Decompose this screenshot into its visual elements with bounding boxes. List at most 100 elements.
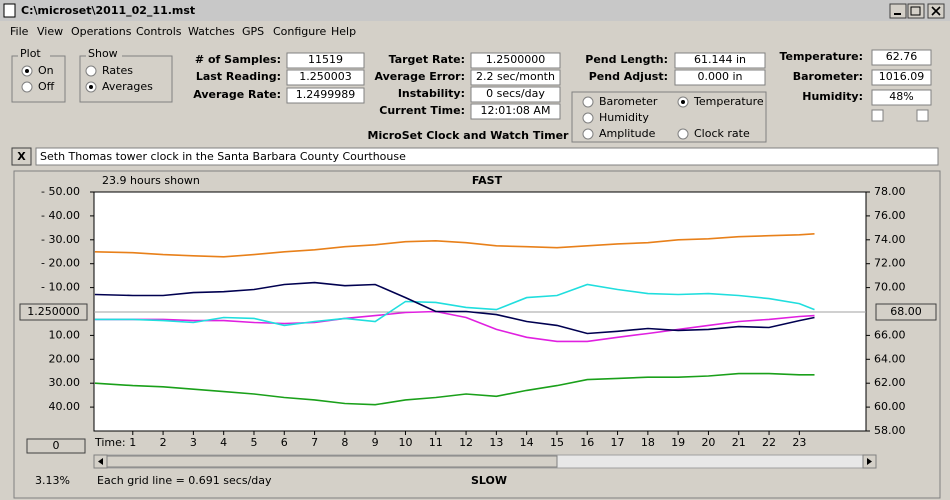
radio-dot — [25, 69, 29, 73]
series-selector — [571, 91, 767, 143]
text-box — [470, 52, 561, 69]
field-label: Last Reading: — [196, 70, 281, 83]
y2-tick-label: 70.00 — [874, 281, 906, 294]
x-tick-label: 18 — [641, 436, 655, 449]
y2-tick-label: 72.00 — [874, 257, 906, 270]
menu-item: Configure — [273, 25, 327, 38]
description: Seth Thomas tower clock in the Santa Bar… — [40, 150, 406, 163]
menu-item: GPS — [242, 25, 264, 38]
y-tick-label: 10.00 — [49, 328, 81, 341]
field-value: 1.2499989 — [296, 88, 356, 101]
group-label-bg — [86, 48, 122, 60]
radio-button[interactable] — [85, 65, 97, 77]
field-label: Instability: — [398, 87, 465, 100]
text-box — [470, 69, 561, 86]
close-button-label: X — [17, 150, 26, 163]
x-tick-label: 17 — [611, 436, 625, 449]
grid-note: Each grid line = 0.691 secs/day — [97, 474, 272, 487]
field-value: 11519 — [308, 53, 343, 66]
field-label: Barometer: — [793, 70, 863, 83]
title-buttons — [889, 3, 945, 19]
text-box — [871, 69, 932, 86]
field-value: 1.250003 — [299, 70, 352, 83]
field-value: 0.000 in — [697, 70, 742, 83]
y2-tick-label: 60.00 — [874, 400, 906, 413]
field-value: 61.144 in — [694, 53, 746, 66]
radio-label: Averages — [102, 80, 153, 93]
y2-tick-label: 58.00 — [874, 424, 906, 437]
y-tick-label: 30.00 — [49, 376, 81, 389]
x-tick-label: 22 — [762, 436, 776, 449]
checkbox[interactable] — [871, 109, 884, 122]
maximize-button[interactable] — [907, 3, 925, 19]
text-box — [871, 89, 932, 106]
x-tick-label: 15 — [550, 436, 564, 449]
menu-item: File — [10, 25, 29, 38]
checkbox[interactable] — [916, 109, 929, 122]
close-button[interactable] — [11, 147, 32, 166]
x-tick-label: 8 — [341, 436, 348, 449]
field-label: Target Rate: — [389, 53, 465, 66]
text-box — [35, 147, 939, 166]
text-box — [871, 49, 932, 66]
field-label: Pend Length: — [585, 53, 668, 66]
y-tick-label: - 40.00 — [41, 209, 80, 222]
legend-entry: Humidity — [599, 111, 649, 124]
legend-entry: Barometer — [599, 95, 658, 108]
radio-button[interactable] — [582, 96, 594, 108]
series-line — [94, 310, 815, 343]
x-tick-label: 4 — [220, 436, 227, 449]
arrow-right — [867, 458, 872, 465]
legend-entry: Clock rate — [694, 127, 750, 140]
x-tick-label: 2 — [160, 436, 167, 449]
x-axis-label: Time: — [94, 436, 126, 449]
text-box — [470, 86, 561, 103]
series-line — [94, 283, 815, 327]
x-tick-label: 19 — [671, 436, 685, 449]
field-value: 48% — [889, 90, 913, 103]
x-tick-label: 13 — [489, 436, 503, 449]
radio-button[interactable] — [677, 128, 689, 140]
menu-item: View — [37, 25, 63, 38]
y2-tick-label: 66.00 — [874, 328, 906, 341]
radio-label: Rates — [102, 64, 133, 77]
y-tick-label: - 30.00 — [41, 233, 80, 246]
close-icon — [931, 6, 941, 16]
scrollbar[interactable] — [93, 454, 877, 469]
field-label: Average Error: — [374, 70, 465, 83]
radio-button[interactable] — [582, 112, 594, 124]
radio-button[interactable] — [582, 128, 594, 140]
center-left-button[interactable] — [19, 303, 88, 321]
x-tick-label: 12 — [459, 436, 473, 449]
y2-tick-label: 76.00 — [874, 209, 906, 222]
center-left-label: 1.250000 — [27, 305, 80, 318]
radio-button[interactable] — [21, 81, 33, 93]
text-box — [286, 69, 365, 86]
x-tick-label: 5 — [250, 436, 257, 449]
legend-entry: Temperature — [693, 95, 764, 108]
bottom-left-button[interactable] — [26, 438, 86, 454]
menu-item: Help — [331, 25, 356, 38]
group-label: Show — [88, 47, 118, 60]
radio-label: Off — [38, 80, 55, 93]
minimize-button[interactable] — [889, 3, 907, 19]
group-label: Plot — [20, 47, 41, 60]
x-tick-label: 16 — [580, 436, 594, 449]
x-tick-label: 14 — [520, 436, 534, 449]
x-tick-label: 6 — [281, 436, 288, 449]
field-value: 62.76 — [886, 50, 918, 63]
field-label: Temperature: — [779, 50, 863, 63]
y2-tick-label: 64.00 — [874, 352, 906, 365]
group-label-bg — [18, 48, 50, 60]
scroll-thumb[interactable] — [106, 455, 558, 468]
menu-item: Controls — [136, 25, 182, 38]
x-tick-label: 23 — [792, 436, 806, 449]
radio-dot — [681, 100, 685, 104]
window-title: C:\microset\2011_02_11.mst — [21, 4, 195, 17]
field-value: 1.2500000 — [486, 53, 546, 66]
center-right-button[interactable] — [875, 303, 937, 321]
series-line — [94, 233, 815, 258]
y-tick-label: - 50.00 — [41, 185, 80, 198]
field-value: 12:01:08 AM — [481, 104, 551, 117]
